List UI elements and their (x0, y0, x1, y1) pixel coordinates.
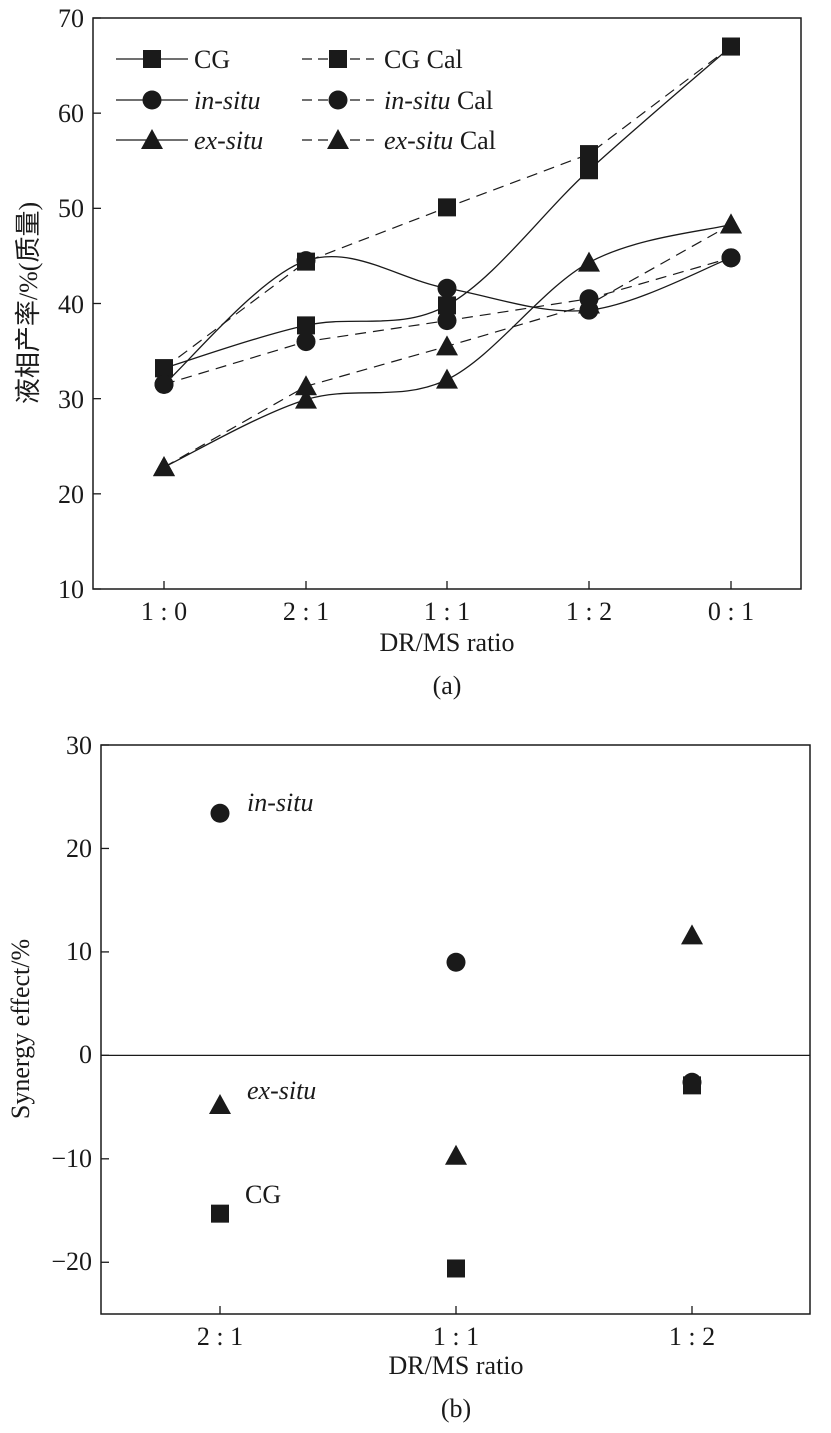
data-point-in-situ-cal-circle-marker (437, 311, 457, 331)
data-point-cg-cal-square-marker (155, 359, 173, 378)
legend-triangle-marker (327, 129, 349, 149)
data-point-ex-situ-cal-triangle-marker (578, 293, 600, 314)
panel-a: 10 20 30 40 50 60 70 1 : 0 2 : 1 1 : 1 1… (14, 4, 802, 700)
annotation-ex-situ: ex-situ (247, 1076, 316, 1105)
x-tick-label-a: 1 : 0 (141, 597, 187, 626)
marker-group-b (209, 803, 703, 1278)
x-tick-label-b: 2 : 1 (197, 1322, 243, 1351)
x-axis-title-b: DR/MS ratio (388, 1351, 523, 1380)
y-tick-label-a: 30 (58, 385, 84, 414)
data-point-in-situ-circle-marker (296, 251, 316, 271)
y-axis-title-b: Synergy effect/% (6, 939, 35, 1119)
y-tick-label-b: 0 (79, 1040, 92, 1069)
x-tick-label-b: 1 : 2 (669, 1322, 715, 1351)
data-point-ex-situ-triangle-marker (445, 1144, 467, 1165)
y-tick-label-a: 60 (58, 99, 84, 128)
legend-square-marker (143, 50, 161, 68)
data-point-ex-situ-triangle-marker (578, 251, 600, 272)
legend-circle-marker (142, 90, 162, 110)
y-tick-label-a: 20 (58, 480, 84, 509)
data-point-in-situ-circle-marker (210, 803, 230, 823)
legend-label: CG Cal (384, 45, 463, 74)
data-point-in-situ-cal-circle-marker (721, 248, 741, 268)
y-tick-label-b: 10 (66, 937, 92, 966)
x-axis-title-a: DR/MS ratio (379, 628, 514, 657)
y-tick-label-b: −20 (51, 1247, 92, 1276)
data-point-cg-square-marker (211, 1204, 229, 1223)
marker-group-a (153, 37, 742, 477)
y-tick-label-b: −10 (51, 1144, 92, 1173)
plot-frame-b (100, 744, 811, 1315)
legend-label: in-situ (194, 86, 260, 115)
legend-item: CG Cal (302, 45, 463, 74)
data-point-cg-square-marker (447, 1259, 465, 1278)
data-point-ex-situ-triangle-marker (436, 368, 458, 389)
legend-circle-marker (328, 90, 348, 110)
legend-label: in-situ Cal (384, 86, 493, 115)
legend-square-marker (329, 50, 347, 68)
panel-label-b: (b) (441, 1394, 471, 1423)
data-point-in-situ-circle-marker (682, 1072, 702, 1092)
data-point-in-situ-cal-circle-marker (154, 374, 174, 394)
legend-item: in-situ (116, 86, 260, 115)
data-point-cg-square-marker (580, 161, 598, 180)
data-point-in-situ-circle-marker (437, 278, 457, 298)
y-tick-label-a: 50 (58, 194, 84, 223)
data-point-ex-situ-triangle-marker (681, 924, 703, 945)
x-tick-label-a: 1 : 2 (566, 597, 612, 626)
legend-label: ex-situ (194, 126, 263, 155)
x-tick-label-a: 1 : 1 (424, 597, 470, 626)
data-point-cg-cal-square-marker (438, 198, 456, 217)
data-point-in-situ-circle-marker (446, 952, 466, 972)
data-point-ex-situ-triangle-marker (209, 1094, 231, 1115)
y-tick-label-b: 20 (66, 834, 92, 863)
y-tick-label-a: 10 (58, 575, 84, 604)
legend-a: CG in-situ ex-situ CG Cal in-situ Cal (116, 45, 496, 155)
data-point-cg-cal-square-marker (722, 37, 740, 56)
data-point-in-situ-cal-circle-marker (296, 332, 316, 352)
tick-group-a (93, 17, 732, 590)
data-point-ex-situ-cal-triangle-marker (720, 213, 742, 234)
legend-item: ex-situ Cal (302, 126, 496, 155)
data-point-ex-situ-cal-triangle-marker (436, 335, 458, 356)
data-point-ex-situ-triangle-marker (295, 388, 317, 409)
y-tick-label-a: 70 (58, 4, 84, 33)
data-point-ex-situ-cal-triangle-marker (153, 456, 175, 477)
data-point-cg-cal-square-marker (580, 145, 598, 164)
legend-triangle-marker (141, 129, 163, 149)
panel-b: −20 −10 0 10 20 30 2 : 1 1 : 1 1 : 2 DR/… (6, 731, 811, 1423)
legend-item: ex-situ (116, 126, 263, 155)
tick-group-b (101, 744, 693, 1314)
panel-label-a: (a) (433, 671, 462, 700)
y-tick-label-b: 30 (66, 731, 92, 760)
data-point-cg-square-marker (438, 296, 456, 315)
y-tick-label-a: 40 (58, 290, 84, 319)
data-point-ex-situ-cal-triangle-marker (295, 375, 317, 396)
annotation-in-situ: in-situ (247, 788, 313, 817)
y-axis-title-a: 液相产率/%(质量) (14, 202, 43, 404)
legend-label: ex-situ Cal (384, 126, 496, 155)
legend-item: in-situ Cal (302, 86, 493, 115)
data-point-cg-square-marker (297, 316, 315, 335)
x-tick-label-a: 2 : 1 (283, 597, 329, 626)
annotation-cg: CG (245, 1180, 281, 1209)
legend-label: CG (194, 45, 230, 74)
x-tick-label-a: 0 : 1 (708, 597, 754, 626)
x-tick-label-b: 1 : 1 (433, 1322, 479, 1351)
legend-item: CG (116, 45, 230, 74)
